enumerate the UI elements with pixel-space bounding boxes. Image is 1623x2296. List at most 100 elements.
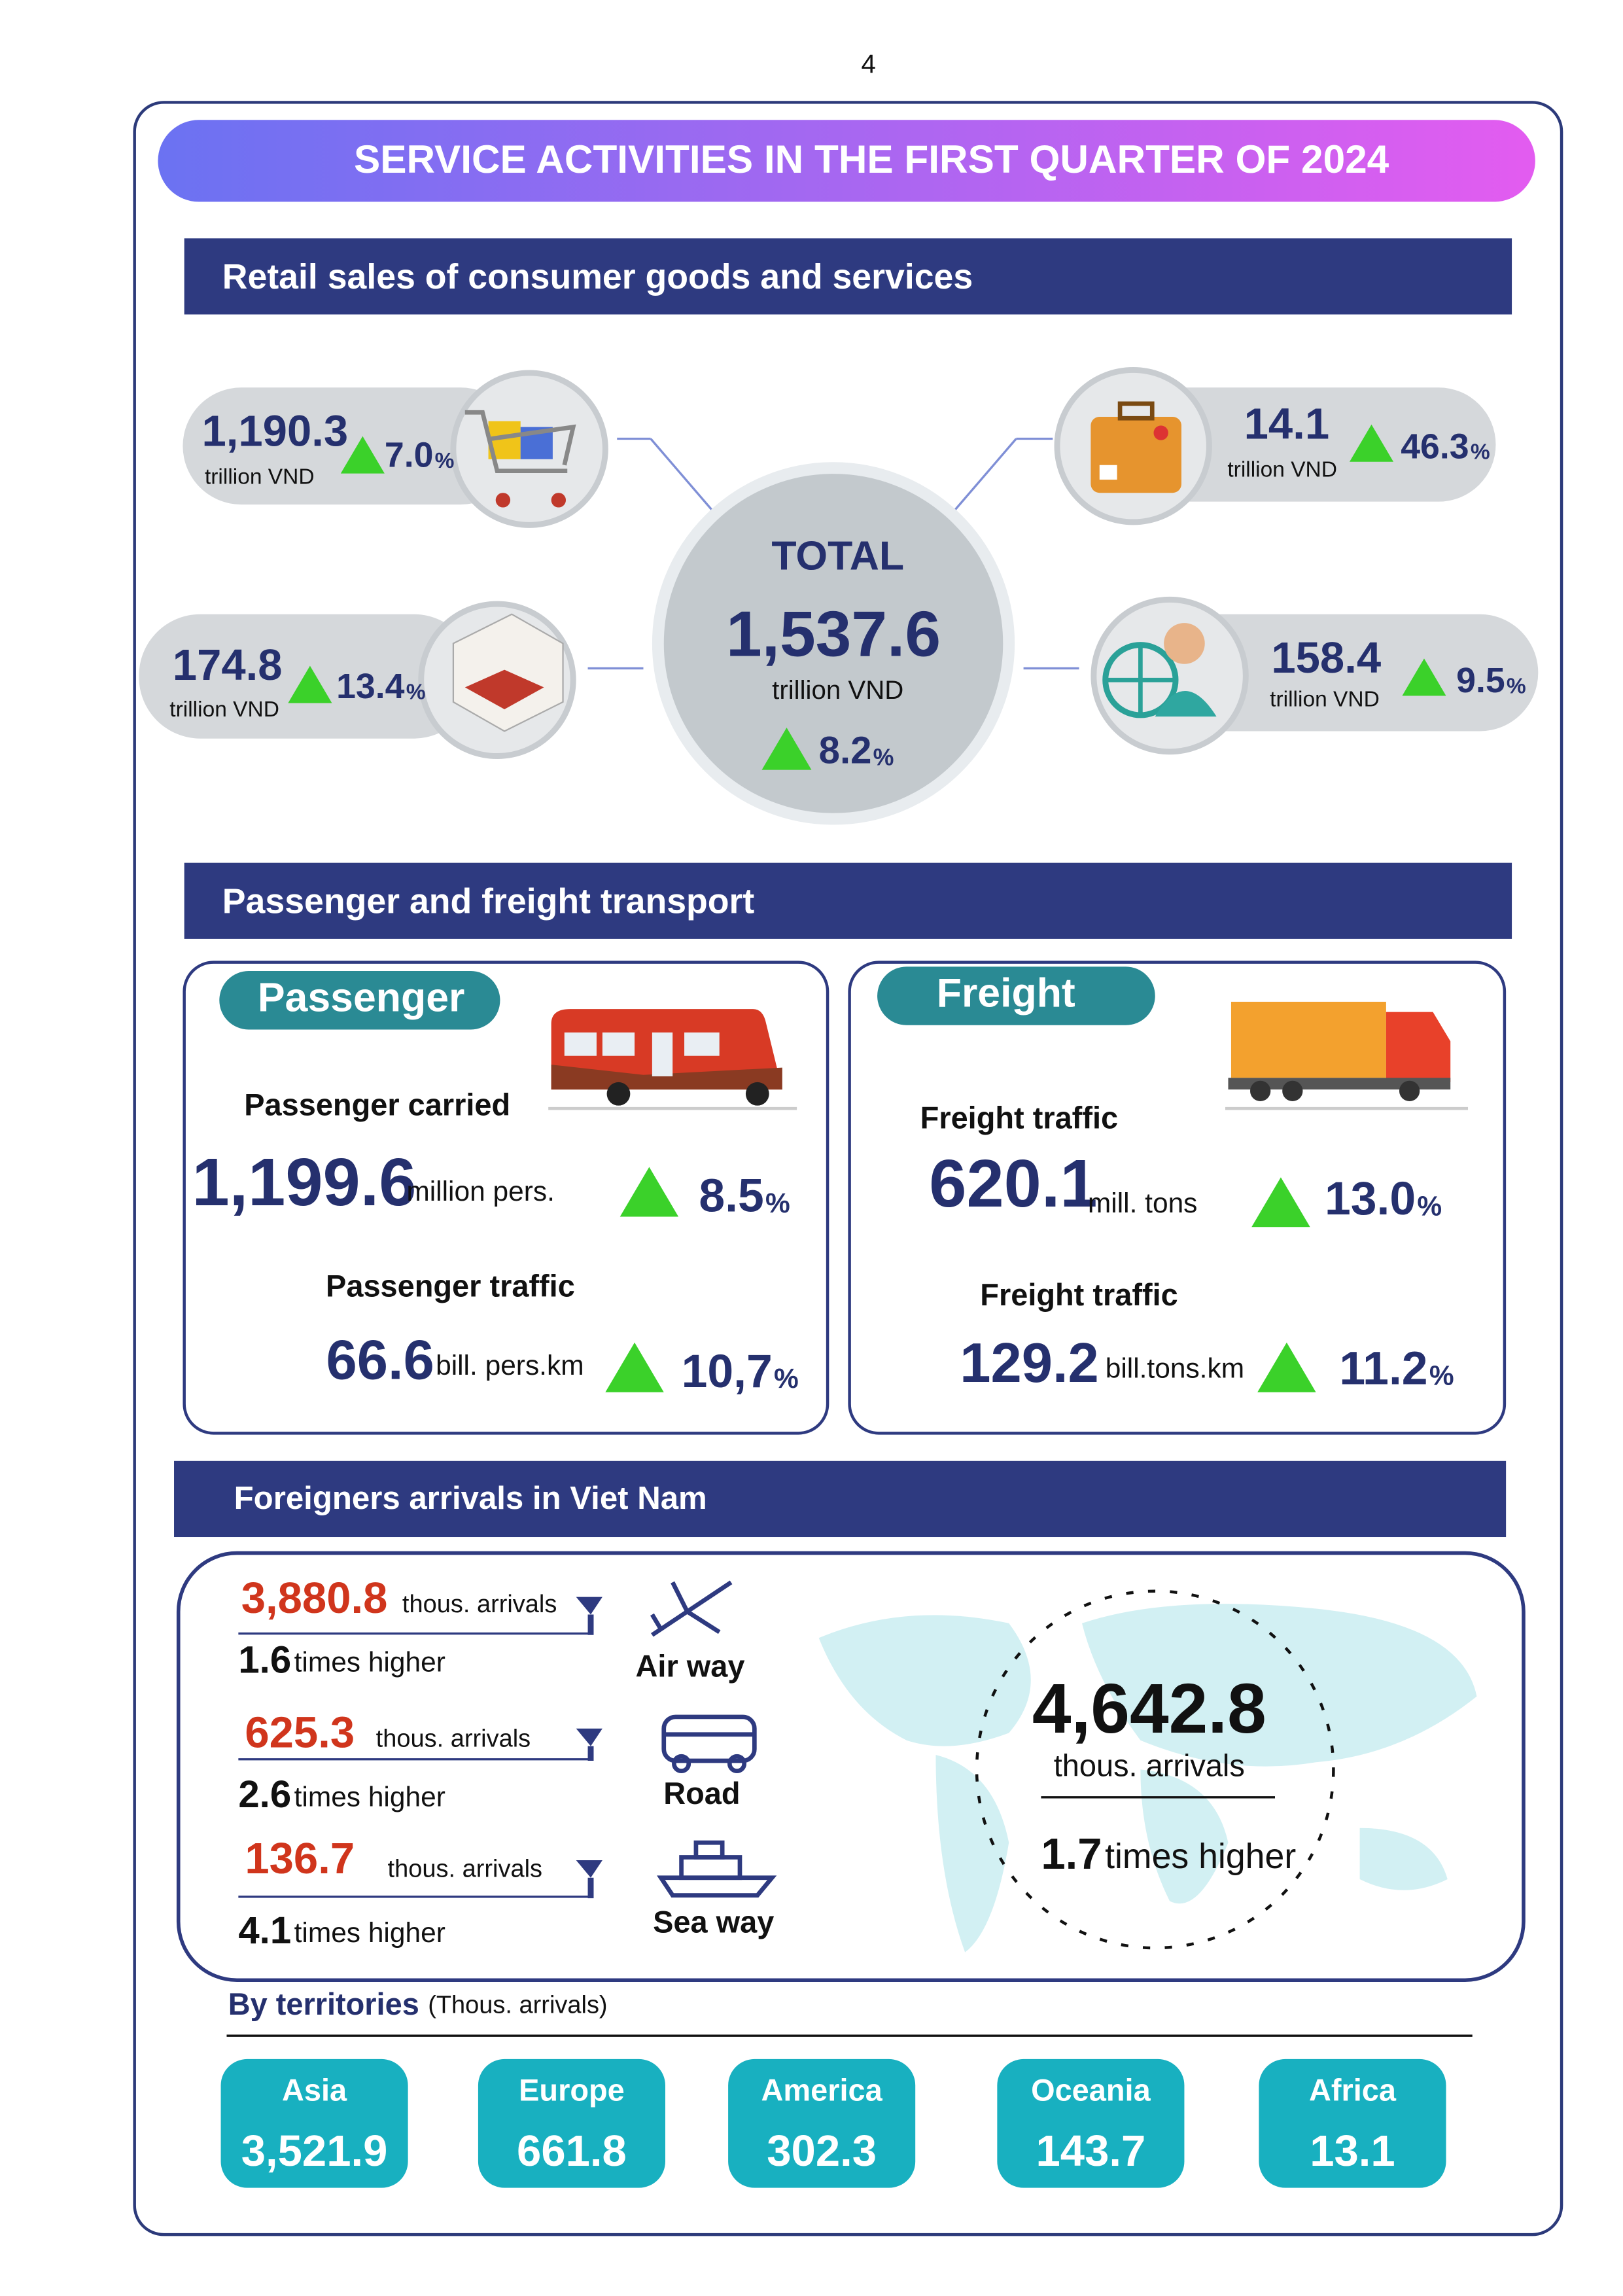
territory-box: [478, 2058, 665, 2188]
label-pill: [219, 971, 500, 1030]
territory-value: 661.8: [517, 2127, 627, 2176]
territory-boxes: [220, 2058, 1446, 2188]
metric-unit: million pers.: [406, 1176, 555, 1207]
page-frame: [133, 101, 1563, 2236]
plane-icon: [650, 1580, 733, 1637]
truck-icon: [1225, 1001, 1469, 1110]
title-bar: [158, 120, 1535, 202]
mode-unit: thous. arrivals: [388, 1856, 542, 1883]
mode-unit: thous. arrivals: [402, 1591, 557, 1618]
change-value: 10,7: [682, 1345, 773, 1398]
mode-label: Air way: [636, 1650, 745, 1684]
metric-value: 620.1: [929, 1146, 1097, 1221]
total-arrivals: 4,642.8: [1032, 1669, 1266, 1748]
times-value: 1.7: [1041, 1829, 1102, 1879]
up-arrow: [1251, 1177, 1310, 1227]
section-heading: Passenger and freight transport: [222, 881, 755, 921]
times-value: 4.1: [238, 1909, 291, 1952]
connectors: [587, 437, 1079, 670]
change-value: 13.0: [1325, 1173, 1416, 1225]
territory-name: America: [761, 2074, 883, 2108]
territory-box: [728, 2058, 916, 2188]
passenger-box: [183, 961, 829, 1435]
car-icon: [661, 1714, 757, 1773]
territory-name: Africa: [1309, 2074, 1397, 2108]
mode-label: Road: [663, 1776, 740, 1810]
change-unit: %: [1429, 1360, 1454, 1391]
retail-value: 1,190.3: [201, 407, 348, 456]
retail-unit: trillion VND: [169, 698, 279, 722]
territories-label: By territories: [228, 1987, 419, 2021]
section-heading: Foreigners arrivals in Viet Nam: [234, 1480, 707, 1516]
up-arrow: [288, 665, 332, 703]
change-value: 8.5: [699, 1170, 763, 1222]
change-value: 11.2: [1339, 1342, 1427, 1394]
up-arrow: [605, 1342, 664, 1392]
mode-value: 625.3: [245, 1708, 355, 1757]
freight-label: Freight: [937, 970, 1075, 1016]
ship-icon: [657, 1840, 777, 1898]
retail-unit: trillion VND: [1270, 687, 1380, 711]
section-bar: [184, 862, 1512, 939]
territory-value: 13.1: [1310, 2127, 1395, 2176]
change-unit: %: [1471, 440, 1490, 465]
arrivals-box: [176, 1551, 1526, 1983]
change-value: 46.3: [1401, 427, 1469, 466]
world-map: [818, 1604, 1477, 1952]
times-label: times higher: [294, 1917, 445, 1948]
page-title: SERVICE ACTIVITIES IN THE FIRST QUARTER …: [354, 137, 1389, 181]
territories-unit: (Thous. arrivals): [428, 1991, 607, 2019]
territory-value: 3,521.9: [241, 2127, 388, 2176]
retail-value: 14.1: [1244, 399, 1330, 448]
mode-value: 136.7: [245, 1834, 355, 1883]
mode-value: 3,880.8: [241, 1574, 388, 1623]
metric-unit: mill. tons: [1088, 1188, 1198, 1218]
change-unit: %: [1417, 1190, 1442, 1221]
retail-unit: trillion VND: [1227, 458, 1337, 482]
metric-label: Passenger traffic: [326, 1269, 575, 1303]
suitcase-icon: [1091, 401, 1181, 493]
metric-value: 66.6: [326, 1329, 434, 1391]
mode-unit: thous. arrivals: [376, 1725, 531, 1753]
territory-box: [1259, 2058, 1446, 2188]
section-bar: [174, 1460, 1507, 1538]
up-arrow: [1402, 658, 1446, 696]
mode-label: Sea way: [653, 1905, 774, 1939]
times-label: times higher: [294, 1647, 445, 1678]
metric-unit: bill. pers.km: [436, 1350, 584, 1381]
bus-icon: [548, 1009, 797, 1110]
territory-name: Europe: [519, 2074, 625, 2108]
total-circle: [652, 462, 1015, 825]
change-unit: %: [435, 449, 455, 473]
section-heading: Retail sales of consumer goods and servi…: [222, 257, 973, 296]
dashed-circle: [975, 1589, 1335, 1950]
total-arrivals-unit: thous. arrivals: [1054, 1749, 1245, 1783]
passenger-label: Passenger: [258, 974, 465, 1020]
change-unit: %: [1507, 674, 1526, 698]
times-value: 2.6: [238, 1773, 291, 1816]
change-unit: %: [765, 1188, 790, 1218]
territory-box: [220, 2058, 408, 2188]
territory-value: 143.7: [1036, 2127, 1146, 2176]
territory-value: 302.3: [767, 2127, 877, 2176]
retail-unit: trillion VND: [205, 465, 315, 489]
texts: 4 SERVICE ACTIVITIES IN THE FIRST QUARTER…: [169, 49, 1526, 2176]
change-value: 9.5: [1456, 661, 1505, 700]
change-value: 8.2: [819, 729, 872, 771]
page-number: 4: [861, 49, 875, 79]
room-icon: [452, 613, 564, 732]
support-icon: [1102, 623, 1217, 718]
change-unit: %: [873, 744, 894, 770]
up-arrow: [1349, 424, 1394, 462]
change-value: 13.4: [336, 667, 405, 706]
metric-label: Freight traffic: [980, 1278, 1178, 1312]
metric-value: 129.2: [960, 1332, 1099, 1394]
metric-value: 1,199.6: [192, 1144, 416, 1220]
up-arrow: [761, 728, 812, 770]
mode-underlines: [238, 1632, 591, 1898]
up-arrow: [340, 436, 385, 474]
times-value: 1.6: [238, 1639, 291, 1682]
up-arrow: [620, 1167, 679, 1217]
